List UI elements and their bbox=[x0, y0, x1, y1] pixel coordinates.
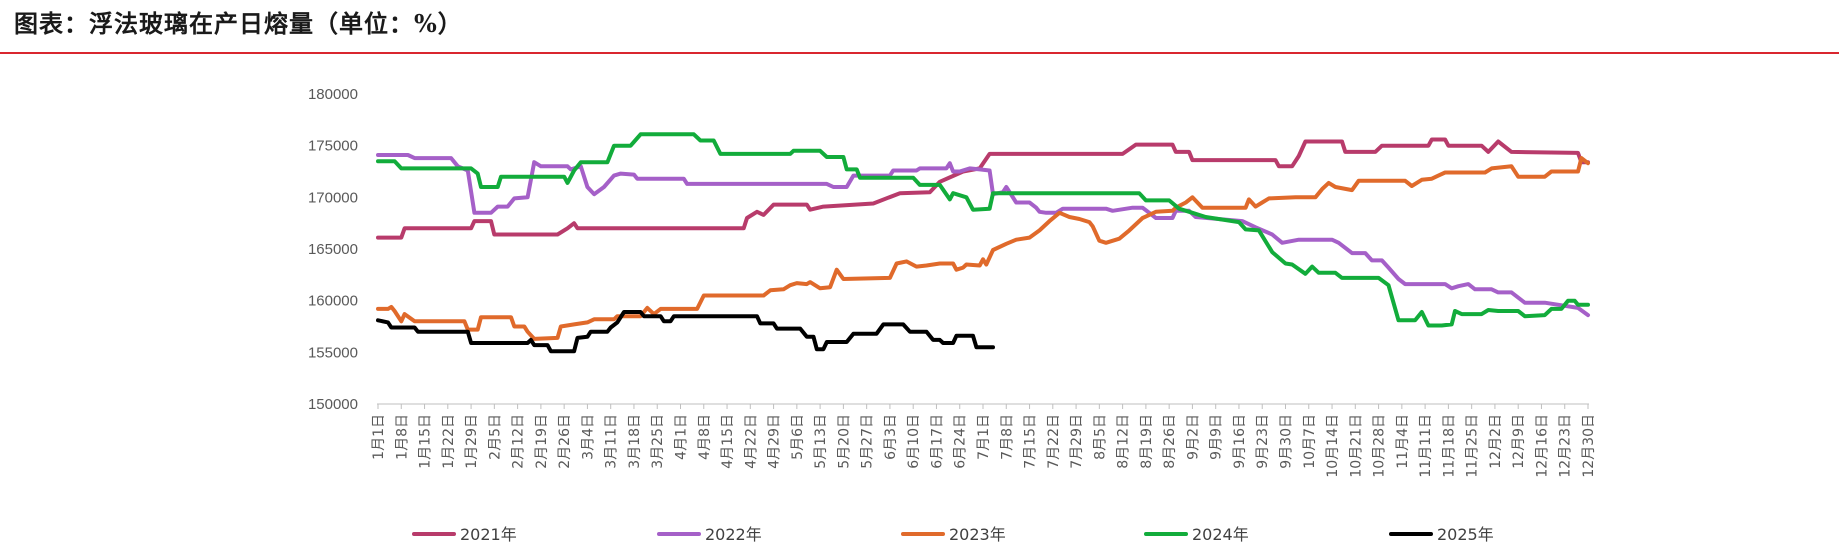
x-tick-label: 12月2日 bbox=[1488, 414, 1504, 469]
y-tick-label: 175000 bbox=[308, 138, 358, 155]
series-line-2025年 bbox=[376, 310, 995, 354]
x-tick-label: 7月15日 bbox=[1023, 414, 1039, 469]
legend-label: 2024年 bbox=[1192, 525, 1249, 543]
x-tick-label: 4月15日 bbox=[720, 414, 736, 469]
x-tick-label: 11月4日 bbox=[1395, 414, 1411, 469]
x-tick-label: 7月1日 bbox=[976, 414, 992, 460]
x-tick-label: 3月11日 bbox=[604, 414, 620, 469]
x-tick-label: 12月9日 bbox=[1511, 414, 1527, 469]
x-tick-label: 5月13日 bbox=[813, 414, 829, 469]
x-tick-label: 12月23日 bbox=[1558, 414, 1574, 478]
y-tick-label: 180000 bbox=[308, 86, 358, 103]
x-tick-label: 4月8日 bbox=[697, 414, 713, 460]
series-line-2021年 bbox=[376, 137, 1590, 240]
y-tick-label: 155000 bbox=[308, 344, 358, 361]
title-underline bbox=[0, 52, 1839, 54]
legend-label: 2021年 bbox=[460, 525, 517, 543]
x-tick-label: 7月29日 bbox=[1069, 414, 1085, 469]
series-lines bbox=[376, 132, 1590, 354]
y-tick-label: 160000 bbox=[308, 293, 358, 310]
x-tick-label: 1月8日 bbox=[394, 414, 410, 460]
x-tick-label: 2月19日 bbox=[534, 414, 550, 469]
x-tick-label: 10月21日 bbox=[1348, 414, 1364, 478]
x-tick-label: 8月12日 bbox=[1116, 414, 1132, 469]
legend-label: 2023年 bbox=[949, 525, 1006, 543]
x-tick-label: 3月18日 bbox=[627, 414, 643, 469]
x-tick-label: 6月10日 bbox=[906, 414, 922, 469]
x-tick-label: 2月12日 bbox=[511, 414, 527, 469]
x-tick-label: 4月1日 bbox=[674, 414, 690, 460]
legend-label: 2025年 bbox=[1437, 525, 1494, 543]
series-line-2023年 bbox=[376, 156, 1590, 341]
x-tick-label: 3月25日 bbox=[650, 414, 666, 469]
x-tick-label: 1月15日 bbox=[418, 414, 434, 469]
x-tick-label: 1月1日 bbox=[371, 414, 387, 460]
x-tick-label: 8月19日 bbox=[1139, 414, 1155, 469]
y-tick-label: 170000 bbox=[308, 189, 358, 206]
x-tick-label: 3月4日 bbox=[580, 414, 596, 460]
x-tick-label: 6月17日 bbox=[929, 414, 945, 469]
x-tick-label: 11月25日 bbox=[1465, 414, 1481, 478]
x-tick-label: 1月22日 bbox=[441, 414, 457, 469]
x-tick-label: 10月28日 bbox=[1372, 414, 1388, 478]
x-tick-label: 10月14日 bbox=[1325, 414, 1341, 478]
x-tick-label: 8月5日 bbox=[1092, 414, 1108, 460]
x-tick-label: 5月20日 bbox=[836, 414, 852, 469]
x-tick-label: 12月30日 bbox=[1581, 414, 1597, 478]
x-tick-label: 5月27日 bbox=[860, 414, 876, 469]
x-tick-label: 2月5日 bbox=[487, 414, 503, 460]
series-line-2022年 bbox=[376, 153, 1590, 318]
x-tick-label: 6月3日 bbox=[883, 414, 899, 460]
y-tick-label: 150000 bbox=[308, 396, 358, 413]
legend-label: 2022年 bbox=[705, 525, 762, 543]
x-tick-label: 12月16日 bbox=[1534, 414, 1550, 478]
x-tick-label: 9月16日 bbox=[1232, 414, 1248, 469]
legend: 2021年 2022年 2023年 2024年 2025年 bbox=[412, 525, 1494, 543]
x-tick-label: 11月11日 bbox=[1418, 414, 1434, 478]
x-tick-label: 1月29日 bbox=[464, 414, 480, 469]
x-tick-label: 4月29日 bbox=[767, 414, 783, 469]
series-line-2024年 bbox=[376, 132, 1590, 328]
x-tick-label: 9月30日 bbox=[1279, 414, 1295, 469]
x-tick-label: 6月24日 bbox=[953, 414, 969, 469]
x-axis: 1月1日 1月8日 1月15日 1月22日 1月29日 2月5日 2月12日 2月19日 2月2… bbox=[371, 403, 1597, 478]
y-tick-label: 165000 bbox=[308, 241, 358, 258]
x-tick-label: 4月22日 bbox=[743, 414, 759, 469]
x-tick-label: 10月7日 bbox=[1302, 414, 1318, 469]
x-tick-label: 9月2日 bbox=[1185, 414, 1201, 460]
x-tick-label: 7月22日 bbox=[1046, 414, 1062, 469]
x-tick-label: 5月6日 bbox=[790, 414, 806, 460]
x-tick-label: 2月26日 bbox=[557, 414, 573, 469]
page-title: 图表：浮法玻璃在产日熔量（单位：%） bbox=[14, 9, 463, 38]
x-tick-label: 11月18日 bbox=[1441, 414, 1457, 478]
x-tick-label: 7月8日 bbox=[999, 414, 1015, 460]
x-tick-label: 9月9日 bbox=[1209, 414, 1225, 460]
x-tick-label: 9月23日 bbox=[1255, 414, 1271, 469]
x-tick-label: 8月26日 bbox=[1162, 414, 1178, 469]
y-axis: 150000 155000 160000 165000 170000 175000 1800… bbox=[308, 86, 358, 413]
